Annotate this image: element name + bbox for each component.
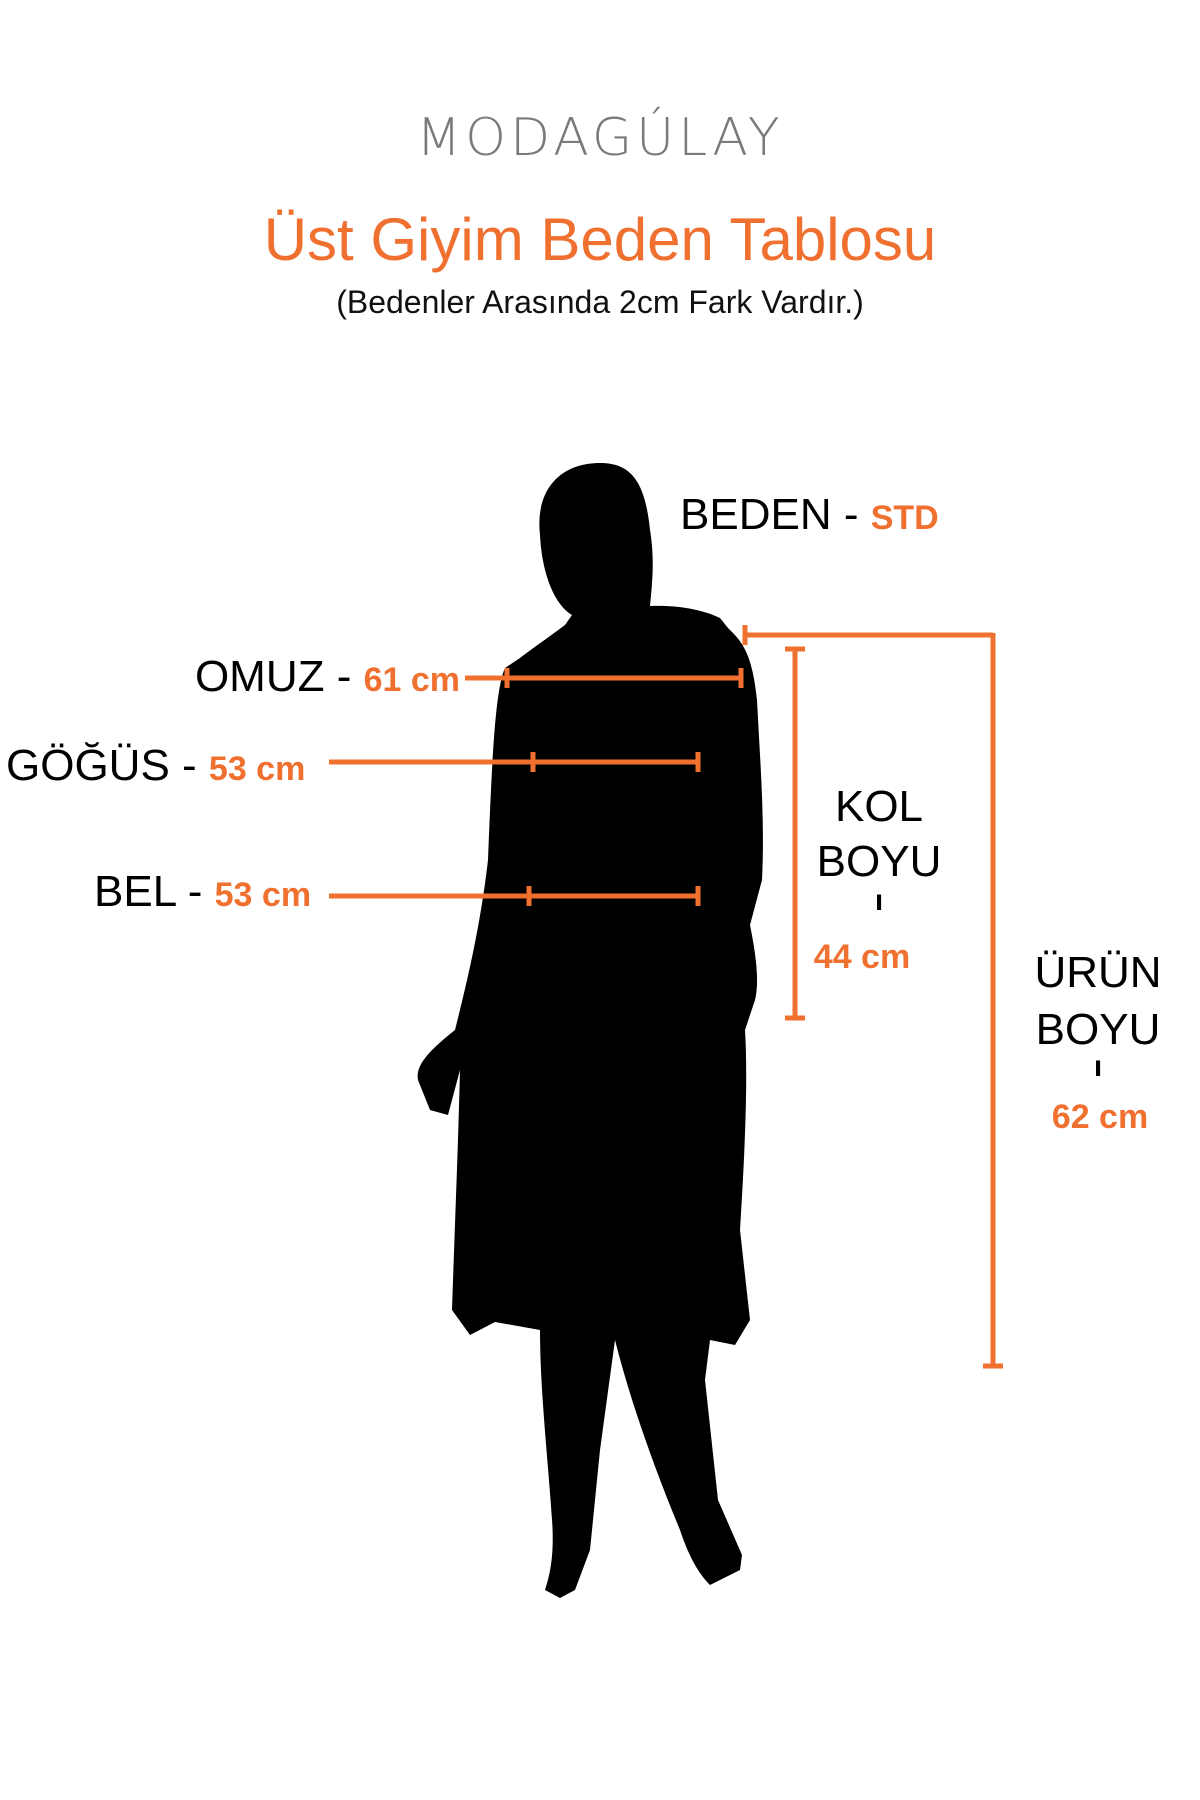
sleeve-value: 44 cm — [813, 938, 911, 976]
waist-measure-line — [329, 886, 701, 906]
waist-label: BEL - 53 cm — [94, 867, 312, 916]
shoulder-value: 61 cm — [363, 661, 460, 699]
size-value: STD — [870, 499, 939, 537]
page-subtitle: (Bedenler Arasında 2cm Fark Vardır.) — [336, 284, 864, 320]
sleeve-measure-line — [785, 646, 805, 1021]
length-measure-line — [742, 625, 1003, 1369]
sleeve-label-line2: BOYU — [816, 837, 942, 886]
silhouette — [417, 463, 763, 1598]
shoulder-label: OMUZ - 61 cm — [194, 652, 460, 701]
shoulder-measure-line — [465, 668, 744, 688]
length-separator: ı — [1093, 1050, 1103, 1083]
chest-label: GÖĞÜS - 53 cm — [6, 741, 306, 790]
page-title: Üst Giyim Beden Tablosu — [263, 206, 937, 273]
length-value: 62 cm — [1051, 1098, 1149, 1136]
length-label-line1: ÜRÜN — [1034, 948, 1162, 997]
sleeve-label-line1: KOL — [834, 782, 924, 831]
brand-logo: MODAGÚLAY — [416, 108, 784, 168]
sleeve-separator: ı — [874, 884, 884, 917]
chest-value: 53 cm — [208, 750, 306, 788]
size-label: BEDEN - STD — [680, 490, 939, 539]
length-label-line2: BOYU — [1035, 1005, 1161, 1054]
chest-measure-line — [329, 752, 701, 772]
waist-value: 53 cm — [214, 876, 312, 914]
